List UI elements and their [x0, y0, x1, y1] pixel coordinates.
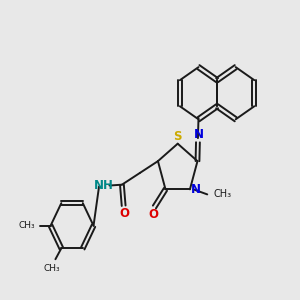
- Text: NH: NH: [94, 178, 114, 192]
- Text: CH₃: CH₃: [18, 221, 34, 230]
- Text: S: S: [173, 130, 182, 142]
- Text: N: N: [191, 183, 201, 196]
- Text: O: O: [149, 208, 159, 221]
- Text: N: N: [194, 128, 204, 141]
- Text: O: O: [120, 207, 130, 220]
- Text: CH₃: CH₃: [214, 189, 232, 200]
- Text: CH₃: CH₃: [44, 264, 60, 273]
